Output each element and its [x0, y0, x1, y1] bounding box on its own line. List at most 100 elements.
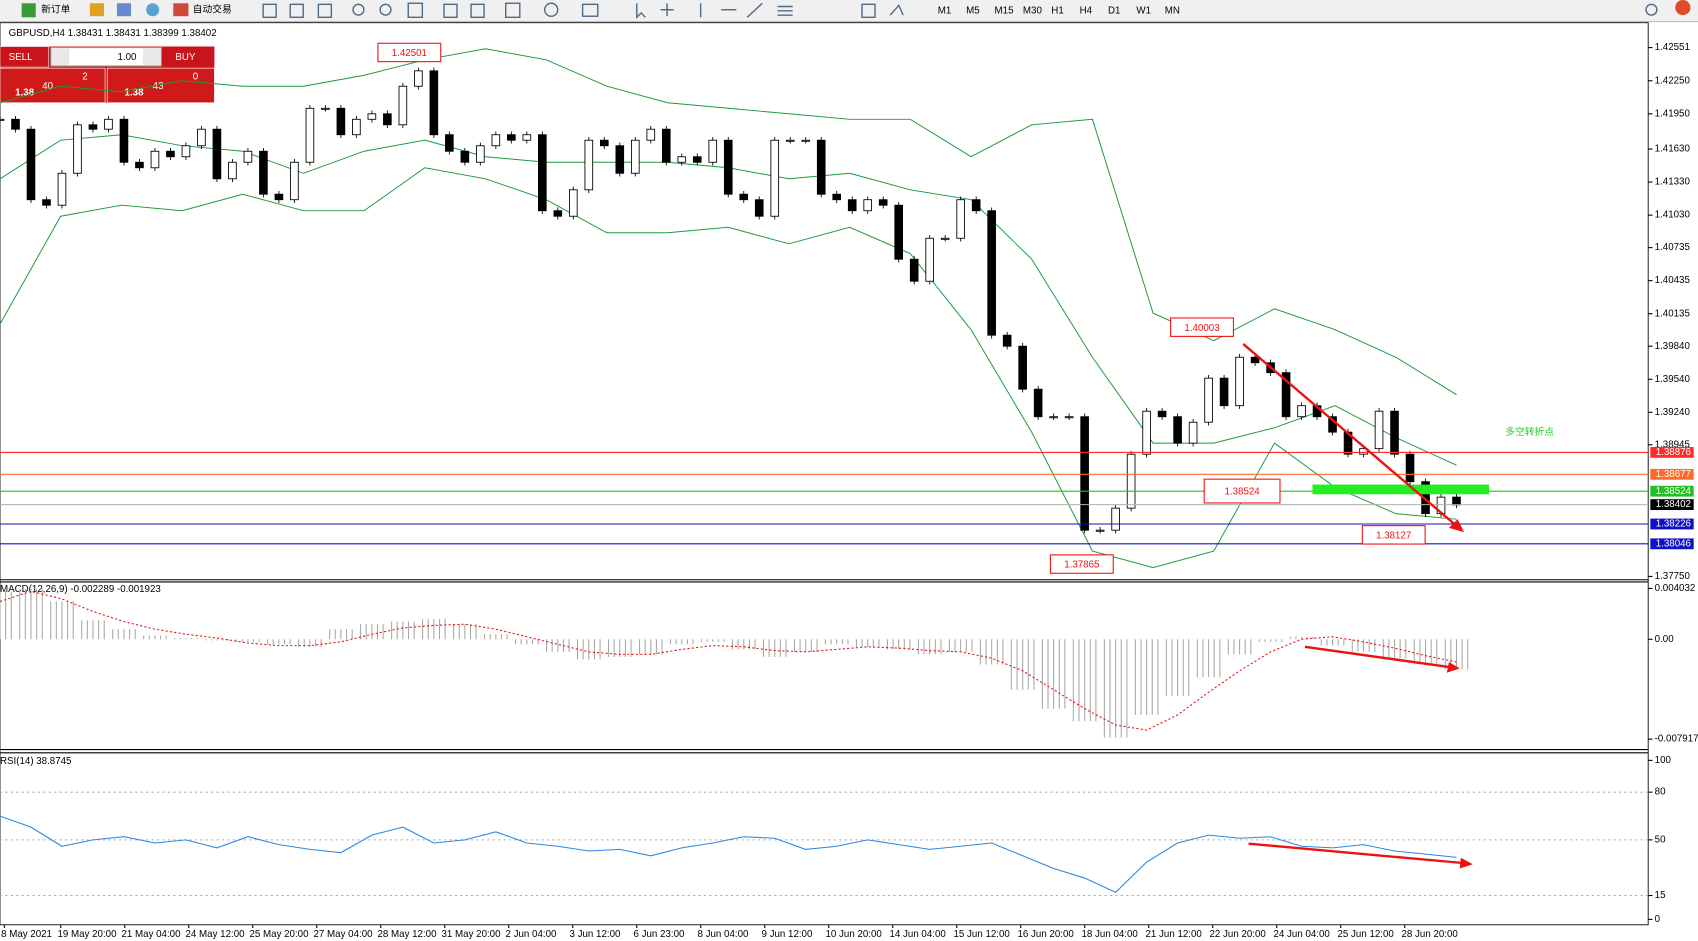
timeframes: M1 M5 M15 M30 H1 H4 D1 W1 MN: [938, 5, 1180, 16]
level-tag: [1650, 468, 1694, 480]
candle: [770, 139, 780, 217]
candle: [801, 139, 811, 142]
candle: [135, 161, 144, 169]
macd-label: MACD(12,26,9) -0.002289 -0.001923: [0, 584, 161, 595]
candle: [336, 107, 346, 136]
candle: [414, 70, 423, 87]
new-order-icon[interactable]: [21, 3, 36, 18]
y-tick-label: 1.38945: [1655, 439, 1690, 450]
candle: [305, 107, 315, 163]
candle: [863, 199, 873, 212]
sell-price-point[interactable]: 2: [82, 71, 87, 82]
x-tick-label: 15 Jun 12:00: [954, 929, 1011, 940]
timeframe-button[interactable]: W1: [1136, 5, 1151, 16]
tool-icon[interactable]: [470, 3, 485, 19]
candle: [507, 134, 516, 141]
buy-price-point[interactable]: 0: [193, 71, 199, 82]
sell-label[interactable]: SELL: [9, 52, 33, 63]
candle: [1002, 334, 1012, 347]
toolbar-icon[interactable]: [116, 3, 132, 17]
x-tick-label: 27 May 04:00: [314, 929, 374, 940]
y-tick-label: 0.004032: [1655, 583, 1696, 594]
candle: [1157, 410, 1167, 418]
arrow-head: [1446, 661, 1460, 673]
lot-value[interactable]: 1.00: [117, 52, 137, 63]
candle: [1126, 453, 1136, 509]
y-tick-label: 0.00: [1655, 634, 1675, 645]
text-tool[interactable]: [861, 3, 876, 19]
tool-icon[interactable]: [262, 3, 277, 19]
buy-price-box[interactable]: [106, 67, 215, 104]
search[interactable]: [1645, 3, 1658, 16]
y-tick-label: 1.41330: [1655, 177, 1691, 188]
candle: [630, 139, 640, 174]
candle: [909, 258, 919, 282]
candle: [894, 204, 904, 260]
candle: [429, 70, 439, 136]
toolbar-icon[interactable]: [89, 3, 104, 17]
lot-down[interactable]: [51, 48, 70, 65]
sell-button[interactable]: [0, 46, 50, 68]
timeframe-button[interactable]: H1: [1051, 5, 1063, 16]
y-tick-label: 1.39540: [1655, 374, 1691, 385]
notification-badge[interactable]: [1675, 0, 1691, 16]
auto-trade-button[interactable]: 自动交易: [193, 2, 232, 15]
buy-label[interactable]: BUY: [175, 52, 196, 63]
support-zone: [1312, 484, 1489, 495]
lot-input[interactable]: [50, 47, 162, 67]
lot-up[interactable]: [142, 48, 161, 65]
new-order-button[interactable]: 新订单: [41, 2, 70, 15]
candle: [1064, 416, 1074, 419]
timeframe-button[interactable]: M5: [966, 5, 980, 16]
sell-price-pips[interactable]: 40: [42, 81, 53, 92]
candle: [1142, 410, 1151, 455]
price-annotation-box: [1361, 525, 1426, 545]
shapes-tool[interactable]: [889, 4, 904, 16]
timeframe-button[interactable]: M1: [938, 5, 952, 16]
channel-tool[interactable]: [777, 5, 793, 16]
x-tick-label: 19 May 20:00: [58, 929, 118, 940]
candle: [445, 134, 454, 152]
buy-price-pips[interactable]: 43: [153, 81, 164, 92]
trend-arrow: [1242, 343, 1459, 528]
price-annotation-box: [377, 42, 442, 63]
candle: [181, 145, 191, 158]
timeframe-button[interactable]: MN: [1165, 5, 1180, 16]
candle: [398, 85, 408, 126]
timeframe-button[interactable]: M15: [995, 5, 1014, 16]
level-label: 1.38524: [1656, 486, 1692, 497]
tool-icon[interactable]: [317, 3, 333, 19]
tool-icon[interactable]: [543, 2, 559, 17]
timeframe-button[interactable]: D1: [1108, 5, 1120, 16]
x-tick-label: 25 Jun 12:00: [1337, 929, 1394, 940]
buy-price-big[interactable]: 1.38: [125, 88, 145, 99]
y-tick-label: 80: [1655, 787, 1666, 798]
candle: [615, 145, 625, 174]
sell-price-big[interactable]: 1.38: [15, 88, 35, 99]
trendline-tool[interactable]: [746, 2, 763, 18]
y-tick-label: 1.41030: [1655, 210, 1691, 221]
timeframe-button[interactable]: H4: [1080, 5, 1093, 16]
cursor-tool[interactable]: [636, 3, 646, 20]
candle: [1281, 372, 1291, 418]
y-tick-label: 1.42250: [1655, 75, 1691, 86]
tool-icon[interactable]: [443, 3, 458, 19]
candle: [26, 128, 36, 201]
sell-price-box[interactable]: [0, 67, 106, 104]
candle: [723, 139, 733, 195]
tool-icon[interactable]: [407, 2, 424, 19]
candle: [1018, 345, 1027, 390]
auto-trade-icon[interactable]: [173, 3, 189, 17]
candle: [847, 199, 857, 212]
current-price-label: 1.38402: [1656, 499, 1691, 510]
tool-icon[interactable]: [289, 3, 304, 19]
crosshair-tool[interactable]: [660, 3, 674, 17]
timeframe-button[interactable]: M30: [1023, 5, 1043, 16]
x-tick-label: 3 Jun 12:00: [570, 929, 621, 940]
toolbar-icon[interactable]: [146, 3, 160, 17]
tool-icon[interactable]: [505, 2, 521, 19]
zoom-out[interactable]: [379, 3, 392, 16]
tool-icon[interactable]: [581, 3, 599, 17]
zoom-in[interactable]: [352, 3, 365, 16]
x-tick-label: 14 Jun 04:00: [890, 929, 947, 940]
